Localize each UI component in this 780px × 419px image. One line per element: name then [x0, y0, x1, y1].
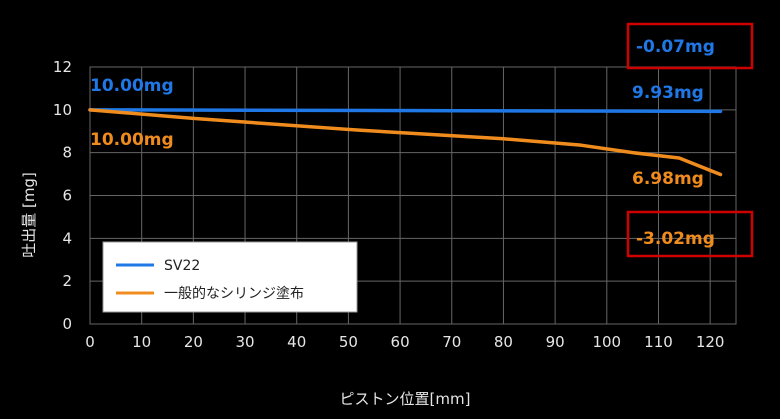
series-line-sv22 [88, 108, 723, 114]
syringe-start-label: 10.00mg [90, 130, 174, 150]
sv22-diff-box [626, 22, 754, 70]
syringe-diff-label: -3.02mg [636, 229, 715, 249]
x-tick-label: 0 [85, 333, 95, 351]
y-tick-label: 4 [62, 229, 72, 247]
x-tick-label: 40 [287, 333, 306, 351]
syringe-diff-box [626, 210, 754, 258]
x-tick-label: 120 [696, 333, 725, 351]
syringe-end-label: 6.98mg [632, 169, 704, 189]
sv22-start-label: 10.00mg [90, 76, 174, 96]
series-lines [88, 108, 723, 177]
x-tick-label: 60 [391, 333, 410, 351]
y-tick-label: 2 [62, 272, 72, 290]
legend: SV22 一般的なシリンジ塗布 [102, 241, 358, 313]
x-tick-label: 30 [235, 333, 254, 351]
x-tick-label: 70 [442, 333, 461, 351]
sv22-diff-label: -0.07mg [636, 37, 715, 57]
tick-labels: 0 10 20 30 40 50 60 70 80 90 100 110 120 0 2 4 6 8 10 12 [53, 58, 725, 351]
y-tick-label: 8 [62, 144, 72, 162]
x-tick-label: 100 [592, 333, 621, 351]
y-tick-label: 10 [53, 101, 72, 119]
y-tick-label: 0 [62, 315, 72, 333]
y-axis-title: 吐出量 [mg] [20, 172, 38, 258]
legend-box [102, 241, 358, 313]
x-tick-label: 90 [546, 333, 565, 351]
x-tick-label: 10 [132, 333, 151, 351]
x-tick-label: 50 [339, 333, 358, 351]
series-line-syringe [88, 108, 723, 177]
y-tick-label: 6 [62, 187, 72, 205]
sv22-end-label: 9.93mg [632, 83, 704, 103]
x-axis-title: ピストン位置[mm] [340, 390, 471, 408]
legend-label-sv22: SV22 [164, 258, 200, 274]
y-tick-label: 12 [53, 58, 72, 76]
x-tick-label: 20 [184, 333, 203, 351]
x-tick-label: 80 [494, 333, 513, 351]
legend-label-syringe: 一般的なシリンジ塗布 [164, 285, 304, 302]
x-tick-label: 110 [644, 333, 673, 351]
